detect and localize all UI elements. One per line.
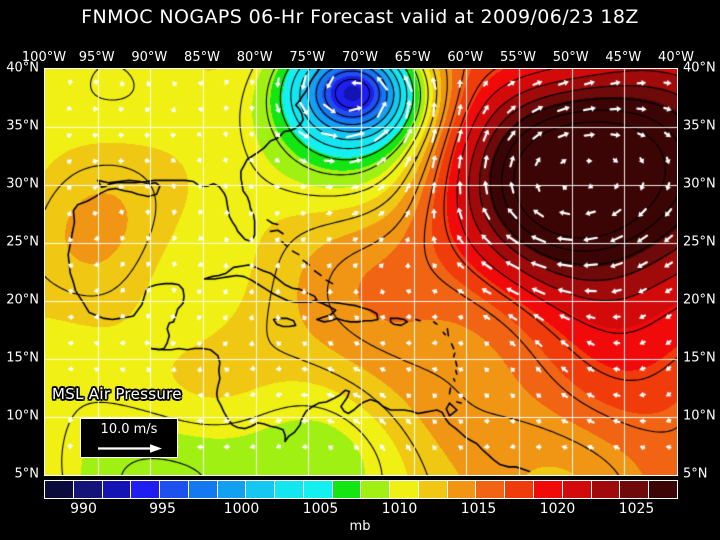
lat-tick-label-right: 40°N [683, 60, 716, 76]
colorbar-swatch [447, 481, 477, 498]
colorbar-swatch [102, 481, 132, 498]
lat-tick-label-left: 20°N [6, 292, 39, 308]
lat-tick-label-left: 5°N [14, 466, 40, 482]
colorbar-tick-label: 995 [149, 501, 176, 517]
colorbar-swatch [361, 481, 391, 498]
map-plot-area[interactable] [44, 68, 678, 476]
lon-tick-label: 85°W [184, 50, 220, 65]
lon-tick-label: 90°W [131, 50, 168, 65]
colorbar-swatch [649, 481, 677, 498]
lon-tick-label: 100°W [21, 50, 67, 65]
colorbar-swatch [217, 481, 247, 498]
colorbar-swatch [476, 481, 506, 498]
right-arrow-icon [98, 444, 162, 453]
colorbar-swatch [505, 481, 535, 498]
colorbar-swatch [534, 481, 563, 498]
lat-tick-label-right: 15°N [683, 350, 716, 366]
colorbar [44, 480, 678, 499]
lat-tick-label-left: 10°N [6, 408, 39, 424]
colorbar-tick-label: 1000 [223, 501, 260, 517]
colorbar-swatch [332, 481, 362, 498]
lat-tick-label-right: 5°N [683, 466, 708, 482]
colorbar-swatch [131, 481, 161, 498]
lon-tick-label: 50°W [552, 50, 589, 65]
lon-tick-label: 75°W [289, 50, 326, 65]
pressure-field-canvas [45, 69, 677, 475]
field-label: MSL Air Pressure [52, 385, 182, 403]
lat-tick-label-left: 35°N [6, 118, 39, 134]
colorbar-tick-label: 1005 [302, 501, 339, 517]
lon-tick-label: 45°W [605, 50, 642, 65]
lat-tick-label-left: 25°N [6, 234, 39, 250]
colorbar-tick-label: 1020 [539, 501, 576, 517]
lon-tick-label: 65°W [394, 50, 431, 65]
wind-scale-value: 10.0 m/s [100, 422, 158, 437]
lon-tick-label: 55°W [500, 50, 536, 65]
lat-tick-label-right: 20°N [683, 292, 716, 308]
colorbar-swatch [246, 481, 276, 498]
colorbar-swatch [45, 481, 74, 498]
colorbar-swatch [188, 481, 218, 498]
lon-tick-label: 40°W [658, 50, 694, 65]
colorbar-swatch [390, 481, 419, 498]
colorbar-tick-label: 1010 [381, 501, 418, 517]
lat-tick-label-right: 25°N [683, 234, 716, 250]
lon-tick-label: 60°W [447, 50, 484, 65]
lat-tick-label-right: 10°N [683, 408, 716, 424]
lat-tick-label-left: 40°N [6, 60, 39, 76]
lon-tick-label: 95°W [78, 50, 115, 65]
colorbar-swatch [303, 481, 333, 498]
colorbar-swatch [73, 481, 103, 498]
colorbar-swatch [160, 481, 189, 498]
lon-tick-label: 70°W [342, 50, 378, 65]
lon-tick-label: 80°W [236, 50, 273, 65]
wind-scale-legend: 10.0 m/s [80, 418, 178, 458]
colorbar-swatch [620, 481, 650, 498]
colorbar-tick-label: 990 [70, 501, 97, 517]
colorbar-swatch [562, 481, 592, 498]
page-title: FNMOC NOGAPS 06-Hr Forecast valid at 200… [81, 6, 639, 28]
lat-tick-label-left: 15°N [6, 350, 39, 366]
colorbar-tick-label: 1025 [618, 501, 655, 517]
lat-tick-label-right: 35°N [683, 118, 716, 134]
colorbar-swatch [591, 481, 621, 498]
colorbar-swatch [418, 481, 448, 498]
colorbar-tick-label: 1015 [460, 501, 497, 517]
lat-tick-label-right: 30°N [683, 176, 716, 192]
lat-tick-label-left: 30°N [6, 176, 39, 192]
colorbar-unit-label: mb [349, 519, 371, 534]
colorbar-swatch [275, 481, 304, 498]
